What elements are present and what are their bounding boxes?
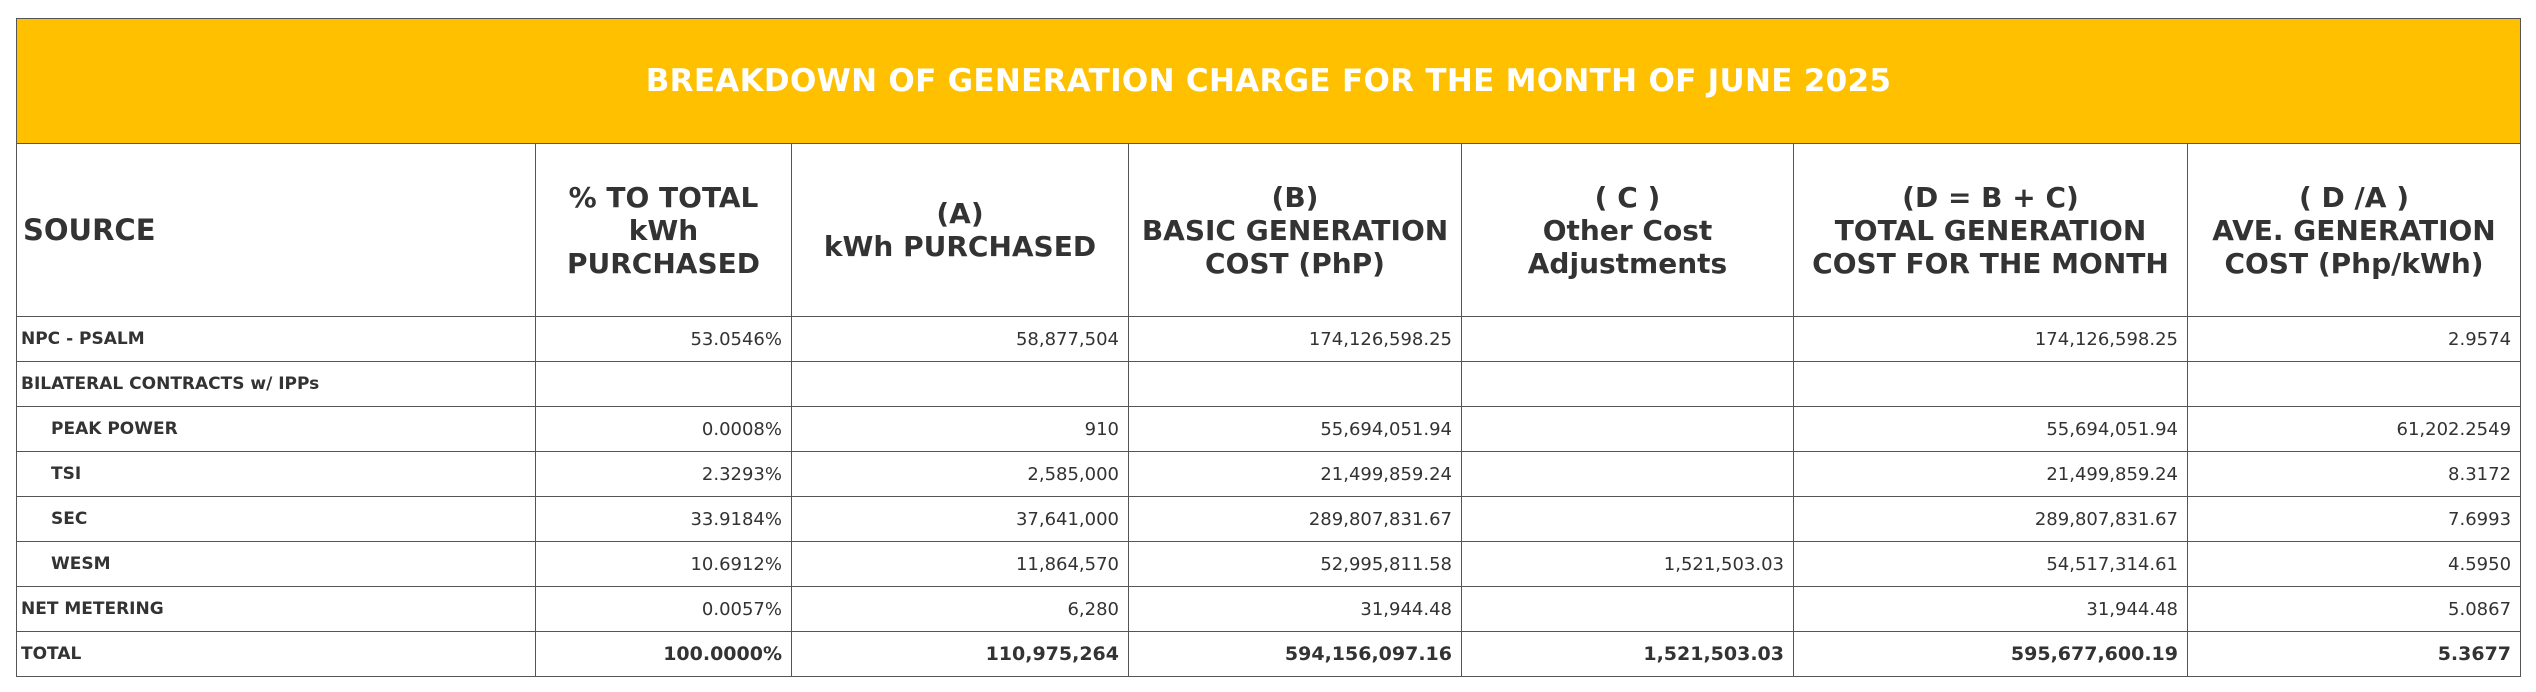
source-cell: TSI [16, 451, 536, 497]
basic-cost-cell: 174,126,598.25 [1128, 316, 1462, 362]
header-line: (B) [1271, 180, 1319, 214]
header-kwh-purchased: (A) kWh PURCHASED [791, 143, 1129, 317]
total-cost-cell: 289,807,831.67 [1793, 496, 2188, 542]
other-cost-cell [1461, 451, 1794, 497]
total-ave-cost-cell: 5.3677 [2186, 631, 2522, 677]
header-line: ( D /A ) [2299, 180, 2409, 214]
table-row: NPC - PSALM 53.0546% 58,877,504 174,126,598… [16, 316, 2522, 362]
header-basic-generation-cost: (B) BASIC GENERATION COST (PhP) [1128, 143, 1462, 317]
pct-cell: 53.0546% [535, 316, 792, 362]
basic-cost-cell: 31,944.48 [1128, 586, 1462, 632]
pct-cell: 10.6912% [535, 541, 792, 587]
table-title: BREAKDOWN OF GENERATION CHARGE FOR THE M… [15, 18, 2522, 144]
basic-cost-cell: 289,807,831.67 [1128, 496, 1462, 542]
total-cost-cell: 31,944.48 [1793, 586, 2188, 632]
pct-cell: 0.0008% [535, 406, 792, 452]
pct-cell: 0.0057% [535, 586, 792, 632]
source-cell: WESM [16, 541, 536, 587]
total-pct-cell: 100.0000% [535, 631, 792, 677]
total-basic-cost-cell: 594,156,097.16 [1128, 631, 1462, 677]
other-cost-cell [1461, 406, 1794, 452]
total-total-cost-cell: 595,677,600.19 [1793, 631, 2188, 677]
header-line: kWh PURCHASED [823, 230, 1097, 263]
kwh-cell: 11,864,570 [791, 541, 1129, 587]
header-source: SOURCE [16, 143, 536, 317]
total-cost-cell: 54,517,314.61 [1793, 541, 2188, 587]
header-line: AVE. GENERATION [2212, 213, 2496, 247]
ave-cost-cell: 7.6993 [2186, 496, 2522, 542]
table-row: SEC 33.9184% 37,641,000 289,807,831.67 289,8… [16, 496, 2522, 542]
total-kwh-cell: 110,975,264 [791, 631, 1129, 677]
kwh-cell: 6,280 [791, 586, 1129, 632]
generation-charge-table: BREAKDOWN OF GENERATION CHARGE FOR THE M… [15, 18, 2522, 677]
basic-cost-cell: 21,499,859.24 [1128, 451, 1462, 497]
total-cost-cell [1793, 361, 2188, 407]
title-row: BREAKDOWN OF GENERATION CHARGE FOR THE M… [15, 18, 2522, 144]
total-other-cost-cell: 1,521,503.03 [1461, 631, 1794, 677]
other-cost-cell [1461, 586, 1794, 632]
table-row: BILATERAL CONTRACTS w/ IPPs [16, 361, 2522, 407]
other-cost-cell: 1,521,503.03 [1461, 541, 1794, 587]
ave-cost-cell: 2.9574 [2186, 316, 2522, 362]
header-line: COST (Php/kWh) [2224, 246, 2484, 280]
kwh-cell [791, 361, 1129, 407]
column-header-row: SOURCE% TO TOTAL kWh PURCHASED (A) kWh PURCH… [16, 143, 2522, 317]
total-cost-cell: 21,499,859.24 [1793, 451, 2188, 497]
total-label: TOTAL [16, 631, 536, 677]
other-cost-cell [1461, 316, 1794, 362]
kwh-cell: 2,585,000 [791, 451, 1129, 497]
other-cost-cell [1461, 361, 1794, 407]
ave-cost-cell [2186, 361, 2522, 407]
source-cell: BILATERAL CONTRACTS w/ IPPs [16, 361, 536, 407]
header-line: (A) [936, 197, 984, 230]
header-other-cost-adjustments: ( C ) Other Cost Adjustments [1461, 143, 1794, 317]
header-pct-total-kwh: % TO TOTAL kWh PURCHASED [535, 143, 792, 317]
other-cost-cell [1461, 496, 1794, 542]
kwh-cell: 37,641,000 [791, 496, 1129, 542]
header-ave-generation-cost: ( D /A ) AVE. GENERATION COST (Php/kWh) [2186, 143, 2522, 317]
header-line: Other Cost [1542, 213, 1713, 247]
header-line: BASIC GENERATION [1141, 213, 1449, 247]
table-row: NET METERING 0.0057% 6,280 31,944.48 31,944.… [16, 586, 2522, 632]
source-cell: SEC [16, 496, 536, 542]
total-cost-cell: 55,694,051.94 [1793, 406, 2188, 452]
header-line: ( C ) [1594, 180, 1661, 214]
table-row: TSI 2.3293% 2,585,000 21,499,859.24 21,499,8… [16, 451, 2522, 497]
total-cost-cell: 174,126,598.25 [1793, 316, 2188, 362]
ave-cost-cell: 61,202.2549 [2186, 406, 2522, 452]
header-line: COST FOR THE MONTH [1812, 246, 2169, 280]
pct-cell [535, 361, 792, 407]
total-row: TOTAL 100.0000% 110,975,264 594,156,097.16 1… [16, 631, 2522, 677]
table-row: PEAK POWER 0.0008% 910 55,694,051.94 55,694,… [16, 406, 2522, 452]
header-line: kWh [628, 213, 699, 247]
ave-cost-cell: 8.3172 [2186, 451, 2522, 497]
source-cell: NET METERING [16, 586, 536, 632]
table-body: NPC - PSALM 53.0546% 58,877,504 174,126,598… [16, 316, 2522, 677]
header-line: (D = B + C) [1902, 180, 2079, 214]
basic-cost-cell [1128, 361, 1462, 407]
kwh-cell: 910 [791, 406, 1129, 452]
basic-cost-cell: 52,995,811.58 [1128, 541, 1462, 587]
header-line: TOTAL GENERATION [1834, 213, 2147, 247]
ave-cost-cell: 5.0867 [2186, 586, 2522, 632]
header-total-generation-cost: (D = B + C) TOTAL GENERATION COST FOR THE … [1793, 143, 2188, 317]
header-line: PURCHASED [566, 246, 760, 280]
table-row: WESM 10.6912% 11,864,570 52,995,811.58 1,521… [16, 541, 2522, 587]
header-line: % TO TOTAL [568, 180, 759, 214]
basic-cost-cell: 55,694,051.94 [1128, 406, 1462, 452]
source-cell: NPC - PSALM [16, 316, 536, 362]
pct-cell: 33.9184% [535, 496, 792, 542]
source-cell: PEAK POWER [16, 406, 536, 452]
kwh-cell: 58,877,504 [791, 316, 1129, 362]
ave-cost-cell: 4.5950 [2186, 541, 2522, 587]
pct-cell: 2.3293% [535, 451, 792, 497]
header-line: SOURCE [23, 212, 156, 247]
header-line: Adjustments [1527, 246, 1728, 280]
header-line: COST (PhP) [1205, 246, 1385, 280]
